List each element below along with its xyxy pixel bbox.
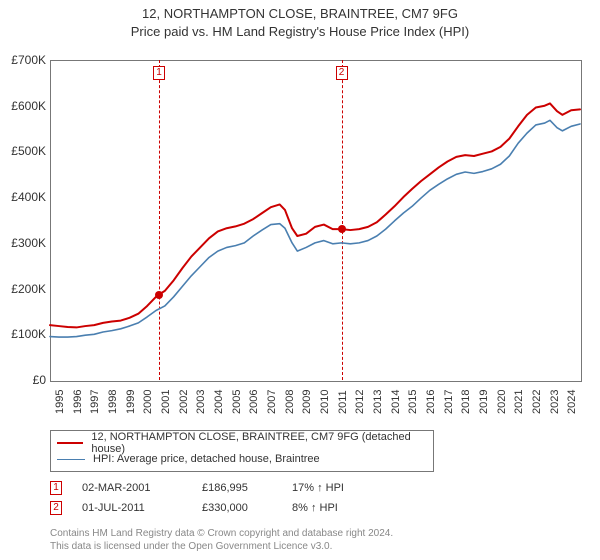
event-row-date: 02-MAR-2001 — [82, 482, 202, 494]
event-row-marker: 1 — [50, 481, 62, 495]
y-tick-label: £300K — [2, 236, 46, 250]
y-tick-label: £200K — [2, 282, 46, 296]
event-row-marker: 2 — [50, 501, 62, 515]
x-tick-label: 2017 — [443, 390, 455, 414]
x-tick-label: 1996 — [72, 390, 84, 414]
x-tick-label: 2024 — [566, 390, 578, 414]
x-tick-label: 2004 — [213, 390, 225, 414]
x-tick-label: 2012 — [354, 390, 366, 414]
x-tick-label: 2016 — [425, 390, 437, 414]
legend-label-2: HPI: Average price, detached house, Brai… — [93, 453, 320, 465]
y-tick-label: £100K — [2, 327, 46, 341]
sale-dot — [155, 291, 163, 299]
x-tick-label: 2023 — [549, 390, 561, 414]
x-tick-label: 2005 — [231, 390, 243, 414]
x-tick-label: 2019 — [478, 390, 490, 414]
line-series-layer — [50, 60, 580, 380]
x-tick-label: 2020 — [496, 390, 508, 414]
event-row-date: 01-JUL-2011 — [82, 502, 202, 514]
attribution-line2: This data is licensed under the Open Gov… — [50, 541, 393, 554]
x-tick-label: 2011 — [337, 390, 349, 414]
x-tick-label: 2014 — [390, 390, 402, 414]
x-tick-label: 2002 — [178, 390, 190, 414]
x-tick-label: 1997 — [89, 390, 101, 414]
legend-swatch-1 — [57, 442, 83, 444]
legend-box: 12, NORTHAMPTON CLOSE, BRAINTREE, CM7 9F… — [50, 430, 434, 472]
x-tick-label: 2001 — [160, 390, 172, 414]
chart-title-line1: 12, NORTHAMPTON CLOSE, BRAINTREE, CM7 9F… — [0, 6, 600, 21]
x-tick-label: 1999 — [125, 390, 137, 414]
event-row-price: £186,995 — [202, 482, 292, 494]
legend-swatch-2 — [57, 459, 85, 460]
x-tick-label: 2021 — [513, 390, 525, 414]
x-tick-label: 2003 — [195, 390, 207, 414]
x-tick-label: 2006 — [248, 390, 260, 414]
x-tick-label: 2000 — [142, 390, 154, 414]
legend-entry-series-1: 12, NORTHAMPTON CLOSE, BRAINTREE, CM7 9F… — [57, 435, 427, 451]
x-tick-label: 2015 — [407, 390, 419, 414]
y-tick-label: £0 — [2, 373, 46, 387]
series-line — [50, 120, 580, 337]
event-row-pct: 17% ↑ HPI — [292, 482, 402, 494]
event-row: 1 02-MAR-2001£186,99517% ↑ HPI — [50, 480, 402, 496]
sale-dot — [338, 225, 346, 233]
x-tick-label: 2022 — [531, 390, 543, 414]
y-tick-label: £400K — [2, 190, 46, 204]
x-tick-label: 2008 — [284, 390, 296, 414]
y-tick-label: £600K — [2, 99, 46, 113]
x-tick-label: 2010 — [319, 390, 331, 414]
event-row: 2 01-JUL-2011£330,0008% ↑ HPI — [50, 500, 402, 516]
attribution-text: Contains HM Land Registry data © Crown c… — [50, 528, 393, 553]
x-tick-label: 2013 — [372, 390, 384, 414]
chart-title-line2: Price paid vs. HM Land Registry's House … — [0, 24, 600, 39]
event-row-pct: 8% ↑ HPI — [292, 502, 402, 514]
series-line — [50, 103, 580, 327]
x-tick-label: 1998 — [107, 390, 119, 414]
x-tick-label: 2007 — [266, 390, 278, 414]
y-tick-label: £700K — [2, 53, 46, 67]
x-tick-label: 1995 — [54, 390, 66, 414]
y-tick-label: £500K — [2, 144, 46, 158]
legend-label-1: 12, NORTHAMPTON CLOSE, BRAINTREE, CM7 9F… — [91, 431, 427, 455]
x-tick-label: 2009 — [301, 390, 313, 414]
x-tick-label: 2018 — [460, 390, 472, 414]
attribution-line1: Contains HM Land Registry data © Crown c… — [50, 528, 393, 541]
event-row-price: £330,000 — [202, 502, 292, 514]
